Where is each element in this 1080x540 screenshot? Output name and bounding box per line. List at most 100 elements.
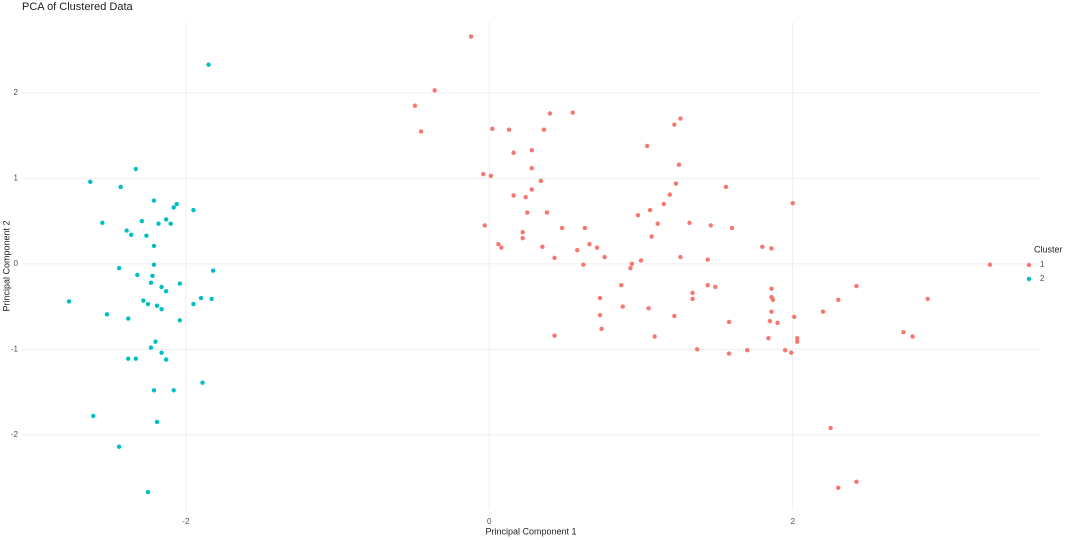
point xyxy=(678,254,683,260)
point xyxy=(496,242,501,247)
point xyxy=(599,326,604,332)
point xyxy=(678,116,683,121)
legend-label: 2 xyxy=(1040,274,1045,283)
point xyxy=(139,218,145,224)
point xyxy=(174,201,179,207)
point xyxy=(649,234,654,239)
point xyxy=(541,127,547,132)
point xyxy=(538,178,544,184)
point xyxy=(154,303,160,308)
point xyxy=(690,296,695,302)
point xyxy=(635,212,641,218)
point xyxy=(145,489,151,495)
point xyxy=(159,350,164,355)
point xyxy=(490,126,495,132)
point xyxy=(544,210,550,215)
point xyxy=(552,255,557,261)
point xyxy=(520,230,525,235)
point xyxy=(790,200,795,206)
point xyxy=(547,111,553,116)
point xyxy=(481,171,486,177)
point xyxy=(782,347,788,353)
point xyxy=(148,280,154,285)
point xyxy=(159,284,164,290)
point xyxy=(124,228,129,233)
point xyxy=(144,233,149,238)
point xyxy=(723,184,729,190)
point xyxy=(159,306,164,312)
point xyxy=(116,265,122,271)
point xyxy=(652,334,657,339)
point xyxy=(511,150,516,155)
point xyxy=(581,262,586,267)
point xyxy=(597,295,603,301)
point xyxy=(133,356,138,361)
point xyxy=(91,413,96,419)
point xyxy=(156,221,161,226)
point xyxy=(145,301,151,307)
point xyxy=(529,187,534,192)
point xyxy=(594,245,600,250)
legend-title: Cluster xyxy=(1034,244,1063,254)
point xyxy=(511,193,516,198)
point xyxy=(163,217,169,222)
point xyxy=(125,316,131,321)
point xyxy=(133,166,138,172)
point xyxy=(597,312,603,318)
point xyxy=(177,318,182,323)
point xyxy=(655,221,660,226)
y-tick-label: -2 xyxy=(11,430,19,439)
point xyxy=(412,103,418,108)
x-tick-label: 2 xyxy=(790,517,795,526)
point xyxy=(171,388,176,393)
point xyxy=(672,122,677,127)
point xyxy=(795,336,800,341)
point xyxy=(520,236,525,241)
point xyxy=(129,232,134,238)
point xyxy=(125,356,131,361)
point xyxy=(744,347,750,353)
point xyxy=(726,351,732,356)
point xyxy=(148,345,154,350)
point xyxy=(482,223,487,228)
point xyxy=(488,173,493,179)
point xyxy=(151,262,157,267)
y-tick-label: 1 xyxy=(14,174,19,183)
point xyxy=(191,207,196,213)
point xyxy=(646,306,651,311)
point xyxy=(499,245,504,250)
point xyxy=(66,299,72,304)
y-tick-label: -1 xyxy=(11,344,19,353)
point xyxy=(587,242,592,247)
point xyxy=(432,88,437,93)
point xyxy=(854,283,859,289)
point xyxy=(628,265,633,271)
y-tick-label: 0 xyxy=(14,259,19,268)
point xyxy=(163,289,169,294)
point xyxy=(582,225,588,231)
point xyxy=(151,243,157,249)
legend-label: 1 xyxy=(1040,260,1045,269)
point xyxy=(647,207,653,213)
point xyxy=(687,220,692,226)
y-axis-label: Principal Component 2 xyxy=(1,220,11,311)
point xyxy=(575,247,580,253)
point xyxy=(151,388,157,393)
point xyxy=(171,205,176,210)
point xyxy=(910,334,915,339)
point xyxy=(100,220,105,226)
point xyxy=(667,192,673,197)
point xyxy=(901,330,906,335)
point xyxy=(200,380,205,385)
point xyxy=(795,339,800,344)
point xyxy=(540,244,545,249)
point xyxy=(767,318,773,324)
point xyxy=(525,210,530,215)
point xyxy=(206,62,211,67)
point xyxy=(141,298,146,303)
point xyxy=(690,290,695,296)
point xyxy=(770,297,776,302)
legend-marker xyxy=(1026,262,1032,268)
point xyxy=(708,223,713,228)
